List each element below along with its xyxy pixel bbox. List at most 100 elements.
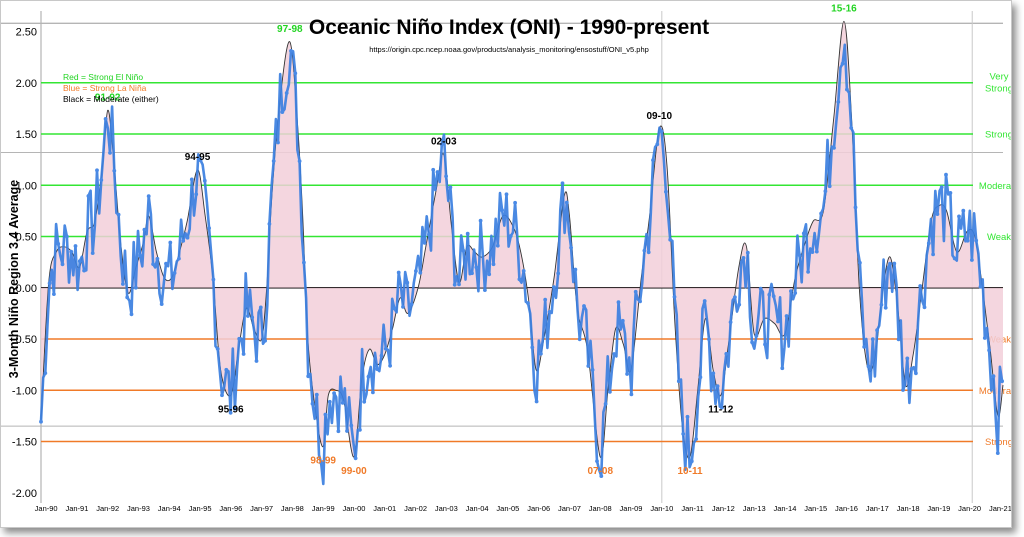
x-tick-label: Jan-92 — [96, 504, 119, 513]
data-point — [271, 159, 276, 163]
data-point — [293, 71, 298, 76]
data-point — [224, 367, 229, 372]
data-point — [853, 205, 858, 210]
x-tick-label: Jan-96 — [219, 504, 242, 513]
data-point — [276, 140, 280, 145]
data-point — [431, 167, 436, 172]
data-point — [608, 390, 612, 394]
data-point — [603, 402, 608, 406]
data-point — [827, 184, 832, 189]
data-point — [215, 347, 220, 351]
data-point — [909, 366, 914, 371]
data-point — [754, 333, 759, 338]
x-tick-label: Jan-00 — [343, 504, 366, 513]
data-point — [327, 399, 332, 404]
data-point — [534, 399, 539, 404]
data-point — [121, 282, 125, 286]
data-point — [974, 238, 979, 243]
data-point — [142, 227, 147, 232]
x-tick-label: Jan-10 — [650, 504, 673, 513]
data-point — [741, 256, 746, 260]
data-point — [345, 429, 349, 433]
data-point — [495, 243, 500, 248]
x-tick-label: Jan-14 — [773, 504, 796, 513]
data-point — [246, 314, 250, 318]
data-point — [284, 91, 289, 95]
data-point — [427, 232, 431, 237]
data-point — [65, 234, 69, 239]
data-point — [349, 423, 354, 428]
data-point — [177, 256, 181, 261]
x-tick-label: Jan-07 — [558, 504, 581, 513]
x-tick-label: Jan-01 — [373, 504, 396, 513]
data-point — [590, 368, 595, 372]
data-point — [668, 237, 673, 242]
event-label: 10-11 — [678, 466, 703, 477]
data-point — [758, 286, 763, 291]
data-point — [724, 351, 729, 356]
data-point — [728, 320, 733, 324]
data-point — [73, 244, 78, 248]
data-point — [776, 319, 780, 324]
data-point — [629, 392, 634, 397]
y-axis-label: 3-Month Niño Region 3.4 Average — [7, 180, 21, 378]
threshold-label: Weak — [987, 232, 1011, 243]
data-point — [526, 301, 530, 305]
data-point — [306, 374, 311, 379]
y-tick-label: 0.00 — [16, 283, 37, 295]
y-tick-label: -0.50 — [12, 334, 37, 346]
x-tick-label: Jan-95 — [189, 504, 212, 513]
data-point — [896, 337, 901, 342]
data-point — [517, 277, 522, 282]
data-point — [745, 250, 750, 255]
data-point — [655, 142, 660, 147]
data-point — [556, 271, 561, 276]
data-point — [1000, 379, 1004, 384]
event-label: 11-12 — [708, 404, 733, 415]
data-point — [95, 168, 99, 173]
data-point — [715, 384, 720, 388]
data-point — [914, 371, 918, 376]
data-point — [168, 240, 173, 245]
data-point — [418, 270, 423, 275]
data-point — [616, 300, 621, 305]
x-tick-label: Jan-04 — [466, 504, 489, 513]
data-point — [689, 459, 694, 464]
data-point — [491, 262, 496, 267]
x-tick-label: Jan-02 — [404, 504, 427, 513]
data-point — [237, 336, 242, 341]
x-tick-label: Jan-20 — [958, 504, 981, 513]
data-point — [185, 235, 190, 240]
data-point — [379, 353, 384, 358]
data-point — [560, 181, 565, 186]
data-point — [155, 256, 160, 261]
data-point — [633, 289, 638, 294]
data-point — [784, 314, 789, 318]
data-point — [711, 371, 716, 376]
x-tick-label: Jan-21 — [989, 504, 1011, 513]
data-point — [931, 252, 935, 257]
data-point — [151, 262, 156, 266]
data-point — [358, 428, 362, 432]
data-point — [892, 261, 897, 266]
event-label: 95-96 — [218, 404, 244, 415]
data-point — [465, 231, 470, 236]
data-point — [388, 363, 392, 368]
threshold-label-line: Strong — [985, 83, 1011, 94]
event-label: 07-08 — [587, 466, 613, 477]
data-point — [858, 260, 862, 265]
x-tick-label: Jan-03 — [435, 504, 458, 513]
data-point — [676, 379, 681, 384]
data-point — [90, 251, 95, 256]
x-tick-label: Jan-05 — [496, 504, 519, 513]
x-tick-label: Jan-12 — [712, 504, 735, 513]
data-point — [405, 280, 410, 285]
data-point — [659, 129, 664, 134]
data-point — [939, 185, 944, 190]
legend-entry: Black = Moderate (either) — [63, 94, 159, 104]
data-point — [478, 218, 483, 223]
data-point — [801, 231, 806, 236]
x-tick-label: Jan-93 — [127, 504, 150, 513]
data-point — [797, 253, 802, 257]
data-point — [310, 401, 315, 406]
